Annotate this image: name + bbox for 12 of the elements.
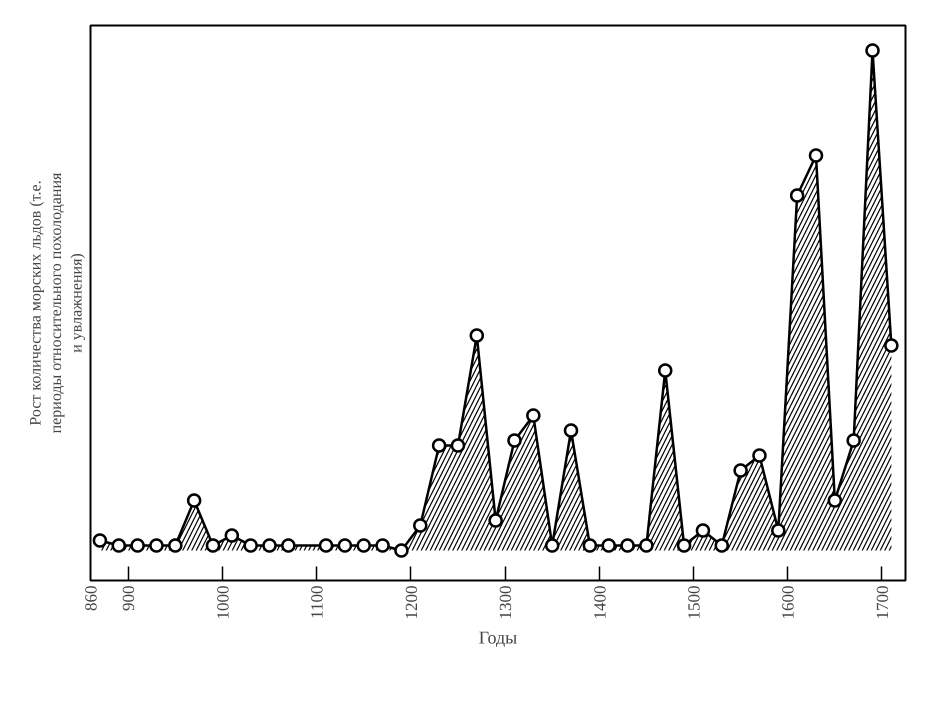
x-tick-label: 1100 xyxy=(308,585,327,619)
y-axis-title: Рост количества морских льдов (т.е. периоды относительного похолодания и увлажнения) xyxy=(28,172,86,434)
x-tick-label: 1200 xyxy=(402,586,421,620)
x-tick-label: 900 xyxy=(119,586,138,611)
x-tick-label: 1700 xyxy=(872,586,892,620)
x-tick-label: 1500 xyxy=(684,586,704,620)
x-tick-label: 860 xyxy=(82,586,100,611)
x-tick-label: 1400 xyxy=(590,586,610,620)
x-tick-label: 1000 xyxy=(213,586,232,620)
x-tick-label: 1300 xyxy=(496,586,516,620)
x-axis-title: Годы xyxy=(478,628,518,648)
x-tick-label: 1600 xyxy=(778,586,798,620)
